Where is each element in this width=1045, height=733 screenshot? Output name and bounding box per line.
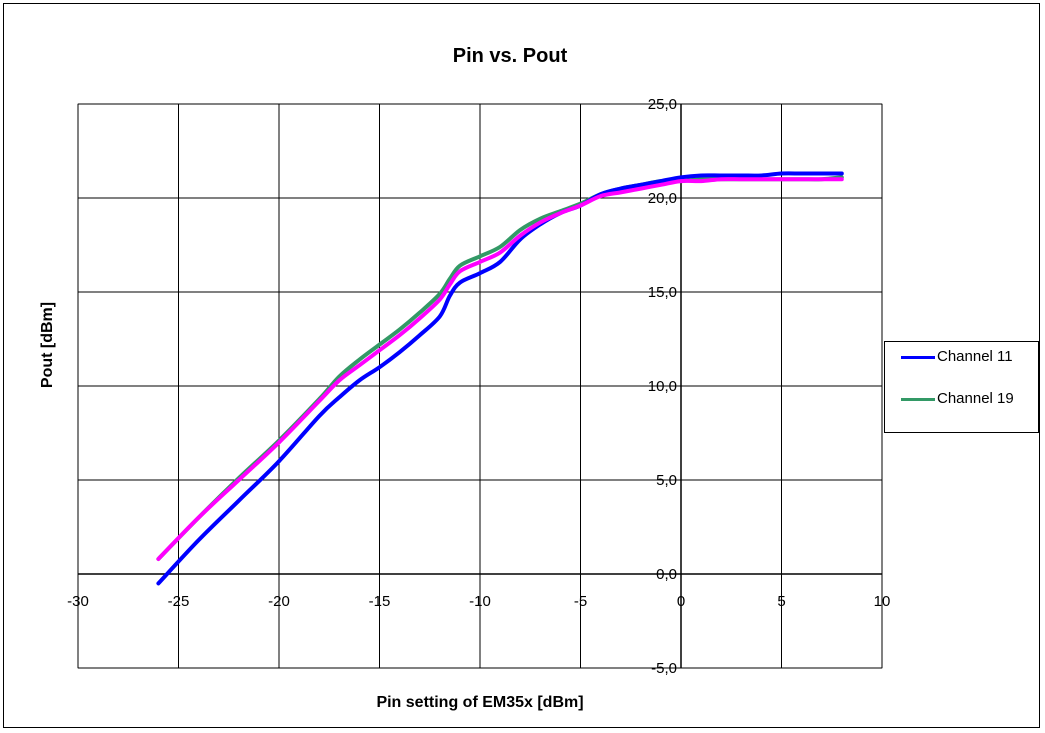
grid-lines — [77, 103, 883, 669]
y-tick-label: -5,0 — [651, 660, 677, 677]
x-tick-label: 0 — [677, 593, 685, 610]
x-axis-title: Pin setting of EM35x [dBm] — [376, 694, 583, 711]
x-tick-label: -10 — [469, 593, 491, 610]
y-tick-label: 15,0 — [648, 284, 677, 301]
x-tick-label: 10 — [874, 593, 891, 610]
legend: Channel 11 Channel 19 — [884, 341, 1039, 433]
axes — [78, 104, 882, 668]
x-tick-label: -5 — [574, 593, 587, 610]
chart-title: Pin vs. Pout — [453, 45, 568, 67]
legend-label: Channel 19 — [937, 390, 1014, 407]
x-tick-label: -15 — [369, 593, 391, 610]
series-line-channel-19 — [156, 175, 844, 561]
legend-label: Channel 11 — [937, 348, 1013, 365]
series-line-channel-11 — [156, 171, 844, 586]
y-tick-label: 20,0 — [648, 190, 677, 207]
x-tick-label: -30 — [67, 593, 89, 610]
y-axis-title: Pout [dBm] — [39, 302, 56, 388]
y-tick-label: 0,0 — [656, 566, 677, 583]
legend-swatch — [901, 356, 935, 359]
x-tick-label: -20 — [268, 593, 290, 610]
series-lines — [156, 171, 844, 586]
y-tick-label: 25,0 — [648, 96, 677, 113]
y-tick-label: 10,0 — [648, 378, 677, 395]
x-tick-label: 5 — [777, 593, 785, 610]
x-tick-label: -25 — [168, 593, 190, 610]
chart-frame — [3, 3, 1040, 728]
series-line-magenta — [156, 177, 844, 561]
y-tick-labels: 25,0 20,0 15,0 10,0 5,0 0,0 -5,0 — [648, 96, 677, 677]
y-tick-label: 5,0 — [656, 472, 677, 489]
legend-item-channel-11: Channel 11 — [885, 346, 1038, 388]
legend-item-channel-19: Channel 19 — [885, 388, 1038, 430]
x-tick-labels: -30 -25 -20 -15 -10 -5 0 5 10 — [67, 593, 890, 610]
legend-swatch — [901, 398, 935, 401]
